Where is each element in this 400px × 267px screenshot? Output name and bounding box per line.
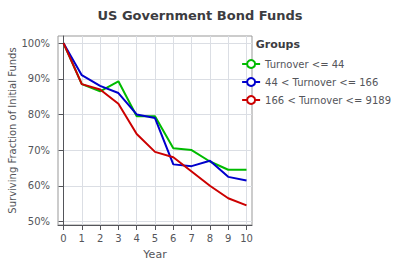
svg-text:Groups: Groups (256, 38, 301, 51)
svg-text:6: 6 (170, 233, 176, 244)
svg-text:Surviving Fraction of Initial: Surviving Fraction of Initial Funds (7, 47, 18, 213)
svg-text:2: 2 (97, 233, 103, 244)
svg-text:4: 4 (134, 233, 140, 244)
svg-text:3: 3 (115, 233, 121, 244)
svg-text:90%: 90% (28, 73, 50, 84)
svg-text:60%: 60% (28, 180, 50, 191)
svg-text:9: 9 (225, 233, 231, 244)
svg-text:50%: 50% (28, 216, 50, 227)
svg-text:44 < Turnover <= 166: 44 < Turnover <= 166 (265, 77, 378, 88)
svg-text:70%: 70% (28, 145, 50, 156)
svg-text:166 < Turnover <= 9189: 166 < Turnover <= 9189 (265, 95, 391, 106)
svg-text:US Government Bond Funds: US Government Bond Funds (97, 8, 302, 23)
svg-text:7: 7 (188, 233, 194, 244)
svg-text:Year: Year (142, 248, 167, 261)
svg-text:100%: 100% (21, 38, 50, 49)
svg-text:10: 10 (240, 233, 253, 244)
svg-text:80%: 80% (28, 109, 50, 120)
svg-text:8: 8 (207, 233, 213, 244)
svg-text:1: 1 (79, 233, 85, 244)
svg-text:Turnover <= 44: Turnover <= 44 (264, 59, 344, 70)
svg-text:5: 5 (152, 233, 158, 244)
svg-text:0: 0 (60, 233, 66, 244)
